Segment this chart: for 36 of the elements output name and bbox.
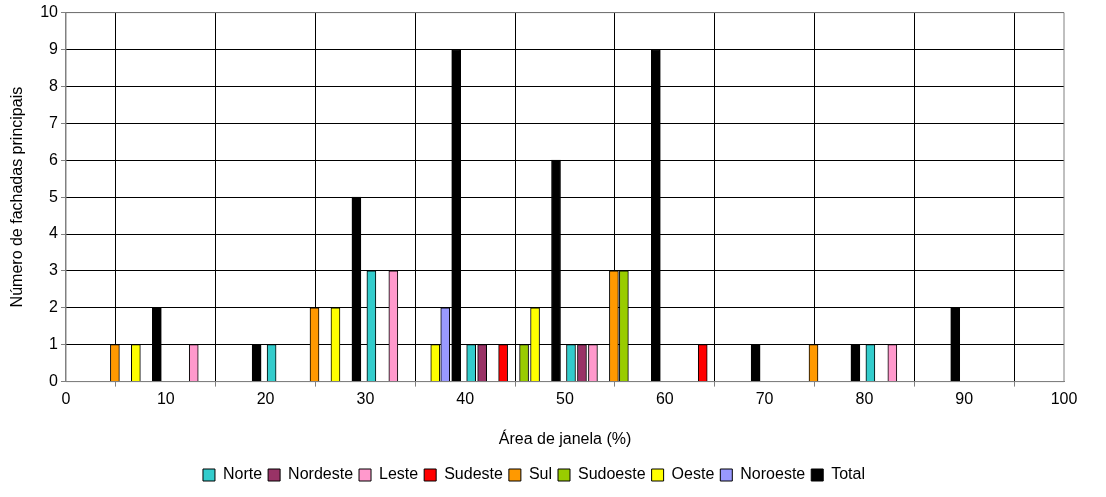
y-tick-label: 7 — [49, 113, 59, 131]
y-tick-label: 8 — [49, 76, 59, 94]
x-tick-label: 70 — [755, 389, 774, 407]
y-tick-label: 2 — [49, 298, 59, 316]
x-axis-title: Área de janela (%) — [498, 428, 632, 447]
x-tick-label: 90 — [955, 389, 974, 407]
y-tick-label: 3 — [49, 261, 59, 279]
legend-label: Noroeste — [740, 465, 806, 483]
y-tick-label: 6 — [49, 150, 59, 168]
x-tick-label: 0 — [61, 389, 71, 407]
legend-label: Oeste — [671, 465, 715, 483]
legend-label: Norte — [222, 465, 263, 483]
legend-label: Sudeste — [444, 465, 503, 483]
legend-label: Nordeste — [288, 465, 354, 483]
x-tick-label: 80 — [855, 389, 874, 407]
legend-label: Sul — [528, 465, 552, 483]
legend-label: Sudoeste — [578, 465, 646, 483]
y-tick-label: 4 — [49, 224, 59, 242]
y-tick-label: 10 — [40, 3, 59, 21]
x-tick-label: 100 — [1050, 389, 1078, 407]
x-tick-label: 50 — [556, 389, 574, 407]
x-tick-label: 10 — [156, 389, 175, 407]
x-tick-label: 30 — [356, 389, 375, 407]
x-tick-label: 60 — [655, 389, 674, 407]
y-axis-title: Número de fachadas principais — [8, 86, 26, 308]
y-tick-label: 9 — [49, 39, 59, 57]
bar — [251, 344, 262, 382]
y-tick-label: 0 — [49, 372, 59, 390]
legend-label: Leste — [379, 465, 419, 483]
legend-label: Total — [831, 465, 866, 483]
bar — [750, 344, 761, 382]
bar — [850, 344, 861, 382]
x-tick-label: 20 — [256, 389, 275, 407]
x-tick-label: 40 — [456, 389, 475, 407]
y-tick-label: 5 — [49, 187, 59, 205]
y-tick-label: 1 — [49, 335, 59, 353]
